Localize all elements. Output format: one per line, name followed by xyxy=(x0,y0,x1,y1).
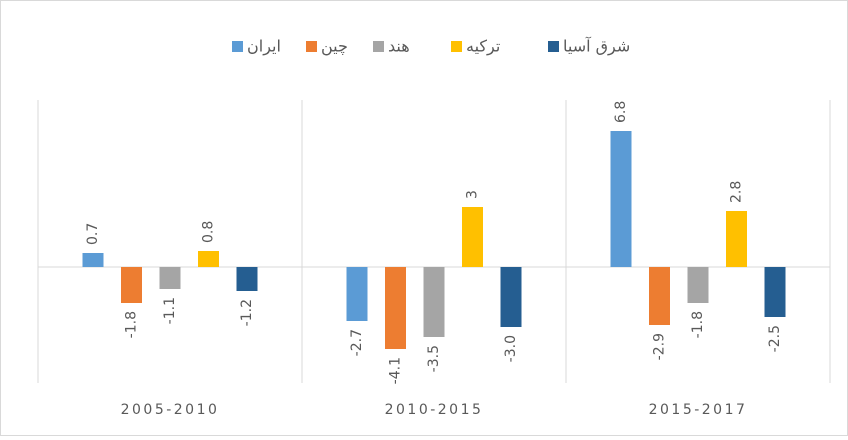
bar xyxy=(610,131,632,267)
legend-label: ایران xyxy=(247,37,281,57)
bar xyxy=(500,267,522,327)
data-label: -2.7 xyxy=(349,329,365,356)
bar xyxy=(462,207,483,267)
legend-swatch xyxy=(306,41,317,52)
bar xyxy=(82,253,104,267)
data-label: -4.1 xyxy=(388,357,404,384)
data-label: 0.7 xyxy=(85,223,101,245)
bar xyxy=(726,211,747,267)
bar xyxy=(346,267,368,321)
data-label: -1.2 xyxy=(239,299,255,326)
legend-swatch xyxy=(451,41,462,52)
bar xyxy=(649,267,670,325)
legend-swatch xyxy=(232,41,243,52)
data-label: -3.5 xyxy=(426,345,442,372)
legend-label: شرق آسیا xyxy=(563,37,630,57)
data-label: -1.8 xyxy=(690,311,706,338)
data-label: -1.1 xyxy=(162,297,178,324)
bar xyxy=(687,267,709,303)
bar xyxy=(159,267,181,289)
data-label: 3 xyxy=(465,190,481,199)
x-tick-label: 2010-2015 xyxy=(385,402,484,418)
bar xyxy=(385,267,406,349)
bar xyxy=(236,267,258,291)
data-label: 2.8 xyxy=(729,181,745,203)
data-label: -2.5 xyxy=(767,325,783,352)
bar xyxy=(423,267,445,337)
x-tick-label: 2015-2017 xyxy=(649,402,748,418)
legend-swatch xyxy=(548,41,559,52)
legend-label: ترکیه xyxy=(466,37,500,57)
bar xyxy=(121,267,142,303)
x-tick-label: 2005-2010 xyxy=(121,402,220,418)
data-label: -1.8 xyxy=(124,311,140,338)
data-label: -2.9 xyxy=(652,333,668,360)
data-label: 0.8 xyxy=(201,221,217,243)
data-label: -3.0 xyxy=(503,335,519,362)
data-label: 6.8 xyxy=(613,101,629,123)
legend-label: چین xyxy=(321,37,348,57)
legend-label: هند xyxy=(388,37,410,56)
legend-swatch xyxy=(373,41,384,52)
bar xyxy=(764,267,786,317)
bar xyxy=(198,251,219,267)
